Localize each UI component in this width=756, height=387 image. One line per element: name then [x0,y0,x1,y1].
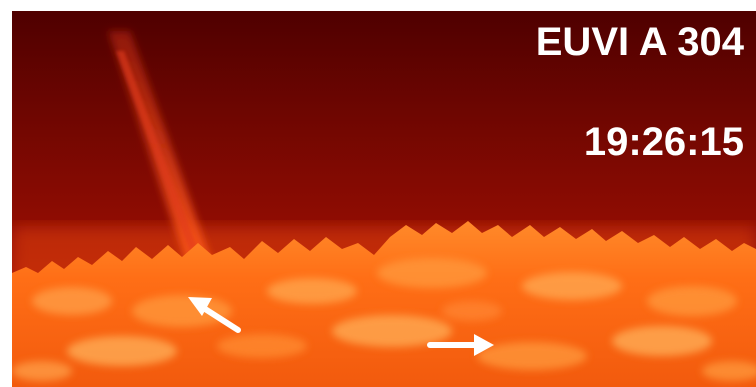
arrow-right-icon [427,334,494,356]
solar-limb-image [12,11,756,387]
solar-image-frame [12,11,756,387]
coronal-jet [108,31,212,267]
arrow-up-left-icon [188,297,241,333]
surface-texture [12,258,756,381]
instrument-label: EUVI A 304 [535,20,744,64]
timestamp-label: 19:26:15 [583,120,744,164]
solar-surface [12,221,756,387]
